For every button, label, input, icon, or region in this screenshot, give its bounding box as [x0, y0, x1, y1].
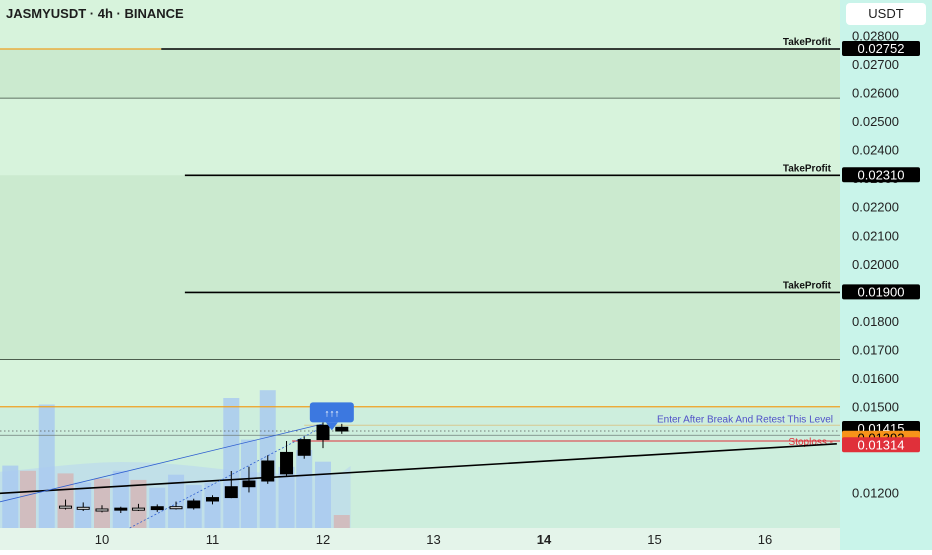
take-profit-label: TakeProfit — [783, 163, 832, 174]
candle-body — [150, 506, 164, 511]
take-profit-tag — [842, 284, 920, 300]
candle-body — [76, 506, 90, 510]
stoploss-price-tag-text: 0.01314 — [858, 437, 905, 452]
time-tick-label: 14 — [537, 532, 552, 547]
price-tick-label: 0.02000 — [852, 257, 899, 272]
signal-callout-pointer — [325, 422, 338, 431]
signal-callout-text: ↑↑↑ — [324, 408, 339, 419]
volume-bar — [112, 470, 129, 528]
channel-line — [129, 423, 329, 529]
volume-bar — [19, 470, 36, 528]
stoploss-price-tag — [842, 437, 920, 453]
take-profit-tag-text: 0.02310 — [858, 167, 905, 182]
price-tick-label: 0.02600 — [852, 85, 899, 100]
price-axis-background — [840, 0, 932, 550]
price-tick-label: 0.02700 — [852, 57, 899, 72]
time-tick-label: 16 — [758, 532, 772, 547]
stoploss-label: Stoploss - — [789, 437, 833, 448]
price-tick-label: 0.01200 — [852, 485, 899, 500]
candle-body — [261, 460, 275, 482]
take-profit-tag — [842, 167, 920, 183]
take-profit-tag-text: 0.01900 — [858, 284, 905, 299]
candle-body — [206, 497, 219, 502]
time-tick-label: 11 — [206, 532, 220, 547]
currency-selector[interactable]: USDT — [846, 3, 926, 25]
price-tick-label: 0.01700 — [852, 343, 899, 358]
price-tick-label: 0.02500 — [852, 114, 899, 129]
candle-body — [169, 506, 183, 510]
candle-body — [242, 480, 256, 488]
take-profit-tag-text: 0.02752 — [858, 41, 905, 56]
volume-bar — [168, 474, 185, 528]
candle-body — [95, 508, 109, 512]
volume-bar — [38, 404, 55, 528]
take-profit-tag — [842, 41, 920, 56]
price-tick-label: 0.02800 — [852, 28, 899, 43]
candle-body — [297, 439, 311, 456]
take-profit-label: TakeProfit — [783, 280, 832, 291]
candle-body — [131, 507, 145, 511]
volume-bar — [223, 398, 240, 528]
candle-body — [187, 500, 201, 509]
volume-bar — [315, 461, 331, 528]
signal-callout — [309, 402, 354, 423]
volume-bar — [2, 465, 19, 528]
candle-body — [280, 451, 294, 475]
candle-body — [335, 426, 349, 432]
price-tick-label: 0.02100 — [852, 228, 899, 243]
target-zone — [0, 49, 840, 99]
time-tick-label: 10 — [95, 532, 109, 547]
price-tick-label: 0.01800 — [852, 314, 899, 329]
time-tick-label: 15 — [647, 532, 661, 547]
symbol-title: JASMYUSDT · 4h · BINANCE — [6, 6, 184, 21]
volume-bar — [333, 515, 350, 528]
price-tick-label: 0.02400 — [852, 143, 899, 158]
volume-bar — [296, 450, 313, 528]
volume-bar — [278, 466, 295, 528]
price-tick-label: 0.01500 — [852, 400, 899, 415]
candle-body — [224, 486, 238, 499]
volume-bar — [94, 478, 110, 528]
time-tick-label: 12 — [316, 532, 330, 547]
time-tick-label: 13 — [426, 532, 440, 547]
volume-bar — [204, 482, 221, 528]
trendline — [0, 443, 837, 495]
trendline — [0, 423, 324, 503]
candle-body — [114, 507, 128, 511]
time-axis-background — [0, 528, 840, 550]
target-zone — [0, 292, 840, 360]
entry-label: Enter After Break And Retest This Level — [657, 414, 833, 425]
candle-body — [316, 424, 330, 441]
target-zone — [0, 175, 840, 293]
take-profit-label: TakeProfit — [783, 37, 832, 48]
price-tick-label: 0.02200 — [852, 200, 899, 215]
candle-body — [59, 505, 73, 509]
price-tick-label: 0.01600 — [852, 371, 899, 386]
